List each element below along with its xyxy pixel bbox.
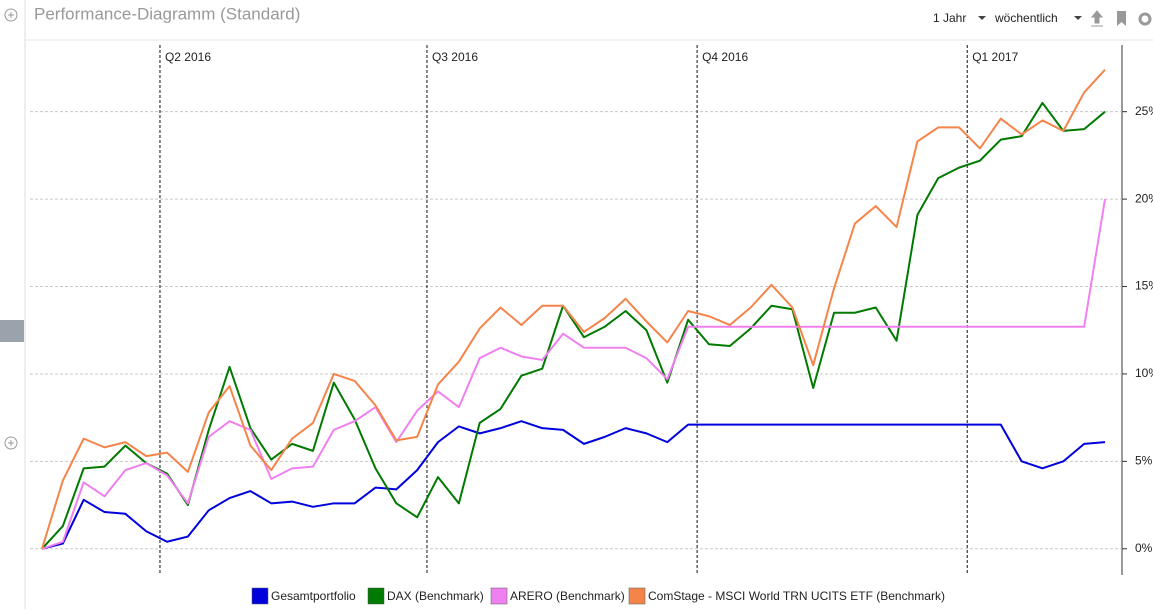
y-tick-label: 10% <box>1135 366 1153 380</box>
legend-swatch <box>251 587 269 605</box>
settings-icon[interactable] <box>1138 12 1152 26</box>
quarter-label: Q1 2017 <box>972 50 1018 64</box>
y-tick-label: 15% <box>1135 279 1153 293</box>
legend-label: ComStage - MSCI World TRN UCITS ETF (Ben… <box>648 589 945 603</box>
y-tick-label: 0% <box>1135 541 1153 555</box>
expand-icon-plus <box>8 12 14 18</box>
interval-select[interactable]: wöchentlich <box>994 11 1058 25</box>
dropdown-arrow[interactable] <box>1074 16 1082 20</box>
series-line <box>41 69 1106 550</box>
legend-swatch <box>628 587 646 605</box>
legend-swatch <box>367 587 385 605</box>
bookmark-icon[interactable] <box>1117 11 1126 26</box>
legend-swatch <box>490 587 508 605</box>
series-line <box>41 420 1106 550</box>
expand-icon-plus <box>8 440 14 446</box>
page-title: Performance-Diagramm (Standard) <box>34 4 300 23</box>
sidebar-handle[interactable] <box>0 320 24 342</box>
quarter-label: Q4 2016 <box>702 50 748 64</box>
y-tick-label: 25% <box>1135 104 1153 118</box>
legend-label: DAX (Benchmark) <box>387 589 484 603</box>
export-icon[interactable] <box>1090 10 1104 27</box>
quarter-label: Q2 2016 <box>165 50 211 64</box>
period-select[interactable]: 1 Jahr <box>933 11 966 25</box>
y-tick-label: 5% <box>1135 454 1153 468</box>
expand-icon[interactable] <box>4 8 18 22</box>
series-line <box>41 198 1106 550</box>
legend-label: ARERO (Benchmark) <box>510 589 625 603</box>
dropdown-arrow[interactable] <box>978 16 986 20</box>
expand-icon[interactable] <box>4 436 18 450</box>
y-tick-label: 20% <box>1135 191 1153 205</box>
quarter-label: Q3 2016 <box>432 50 478 64</box>
legend-label: Gesamtportfolio <box>271 589 356 603</box>
